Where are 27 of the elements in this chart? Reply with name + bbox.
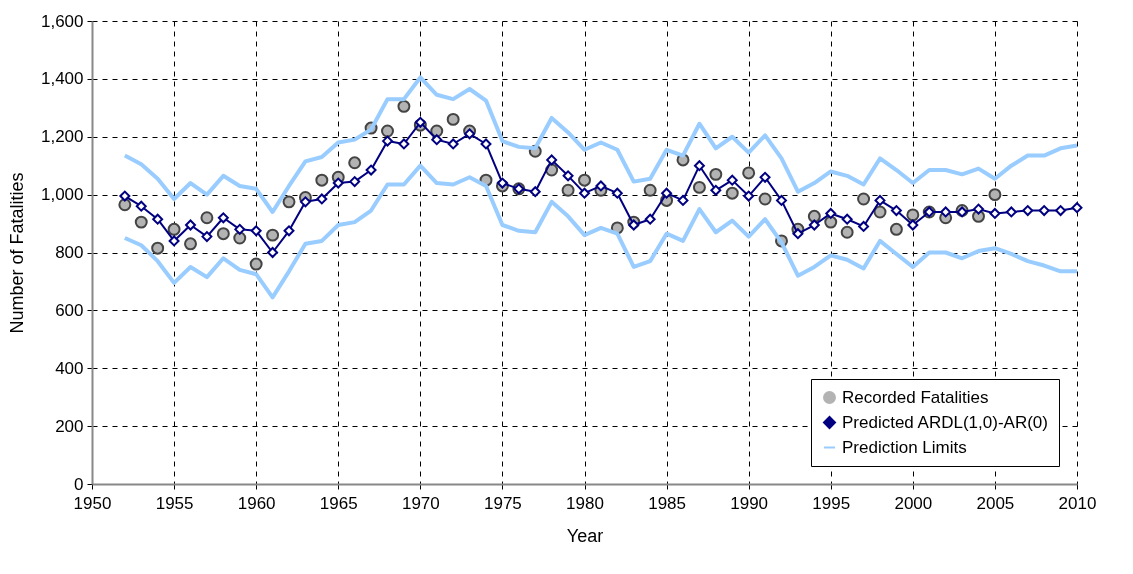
legend-label: Recorded Fatalities: [842, 387, 989, 407]
x-tick-label: 1950: [73, 493, 112, 513]
y-tick-label: 0: [74, 474, 84, 494]
x-tick-label: 1955: [155, 493, 194, 513]
x-tick-label: 1995: [812, 493, 851, 513]
x-tick-label: 1980: [566, 493, 604, 513]
y-tick-label: 600: [55, 300, 84, 320]
y-tick-label: 1,600: [40, 11, 84, 31]
y-tick-label: 1,400: [40, 69, 84, 89]
x-tick-label: 1960: [237, 493, 276, 513]
y-tick-label: 200: [55, 416, 84, 436]
x-tick-label: 2000: [894, 493, 933, 513]
y-tick-label: 1,000: [40, 185, 84, 205]
y-tick-label: 800: [55, 243, 84, 262]
legend-label: Predicted ARDL(1,0)-AR(0): [842, 412, 1048, 432]
x-tick-label: 1975: [484, 493, 522, 513]
y-tick-label: 1,200: [40, 127, 84, 147]
x-axis-title: Year: [566, 525, 604, 546]
x-tick-label: 2005: [976, 493, 1015, 513]
x-tick-label: 1965: [319, 493, 358, 513]
x-tick-label: 1990: [730, 493, 769, 513]
x-tick-label: 1970: [401, 493, 440, 513]
y-axis-title: Number of Fatalities: [6, 172, 27, 334]
legend-label: Prediction Limits: [842, 437, 967, 457]
x-tick-label: 1985: [648, 493, 686, 513]
y-tick-label: 400: [55, 358, 84, 378]
x-tick-label: 2010: [1058, 493, 1097, 513]
